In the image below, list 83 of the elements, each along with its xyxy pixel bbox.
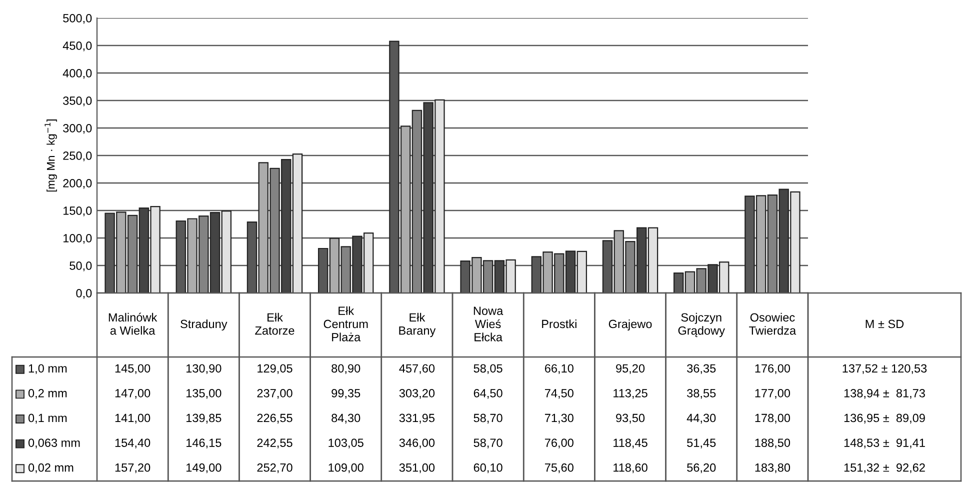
x-tick-label: Sojczyn Grądowy <box>678 312 725 338</box>
data-label: 145,00 <box>115 364 150 374</box>
y-axis-title: [mg Mn · kg$^{−1}$] <box>44 120 57 192</box>
data-label: 103,05 <box>328 438 364 448</box>
x-tick-label: Prostki <box>542 319 576 328</box>
data-label: 176,00 <box>755 364 790 374</box>
x-tick-label: Grajewo <box>608 319 652 330</box>
legend-label: 0,02 mm <box>28 463 74 474</box>
x-tick-label: Ełk Zatorze <box>255 312 294 335</box>
legend-label: 1,0 mm <box>28 364 67 374</box>
y-tick-label: 300,0 <box>63 124 92 134</box>
data-label: 95,20 <box>616 364 645 374</box>
data-label: 93,50 <box>616 414 645 424</box>
data-label: 226,55 <box>257 414 292 424</box>
text: 136,95 ± 89,09 <box>844 414 925 424</box>
data-label: 56,20 <box>687 463 716 474</box>
x-tick-label: M ± SD <box>866 320 904 328</box>
data-label: 183,80 <box>755 463 790 474</box>
y-tick-label: 200,0 <box>63 179 92 189</box>
data-label: 303,20 <box>399 389 435 399</box>
x-tick-label: Ełk Barany <box>399 312 436 338</box>
data-label: 109,00 <box>328 463 364 474</box>
legend-label: 0,2 mm <box>28 389 67 399</box>
x-tick-label: Nowa Wieś Ełcka <box>474 306 504 342</box>
data-label: 58,70 <box>474 438 502 448</box>
data-label: 129,05 <box>258 364 292 374</box>
data-label: 75,60 <box>544 463 574 474</box>
data-label: 331,95 <box>399 414 435 424</box>
data-label: 118,45 <box>614 438 648 448</box>
text: 148,53 ± 91,41 <box>844 438 925 448</box>
data-label: 36,35 <box>687 364 716 374</box>
data-label: 58,05 <box>474 364 502 374</box>
data-label: 178,00 <box>755 414 790 424</box>
data-label: 38,55 <box>687 389 716 399</box>
data-label: 139,85 <box>186 414 222 424</box>
data-label: 346,00 <box>399 438 435 448</box>
text: 138,94 ± 81,73 <box>844 389 925 399</box>
data-label: 252,70 <box>257 463 292 474</box>
data-label: 64,50 <box>474 389 502 399</box>
data-label: 146,15 <box>186 438 222 448</box>
data-label: 71,30 <box>544 414 574 424</box>
data-label: 80,90 <box>332 364 360 374</box>
y-tick-label: 350,0 <box>63 96 92 106</box>
x-tick-label: Osowiec Twierdza <box>749 312 796 335</box>
y-tick-label: 400,0 <box>62 69 92 79</box>
data-label: 242,55 <box>257 438 292 448</box>
data-label: 44,30 <box>686 414 716 424</box>
data-label: 351,00 <box>399 463 435 474</box>
data-label: 74,50 <box>544 389 574 399</box>
data-label: 51,45 <box>687 438 716 448</box>
data-label: 118,60 <box>614 463 648 474</box>
y-tick-label: 250,0 <box>63 152 92 162</box>
data-label: 66,10 <box>544 364 574 374</box>
data-label: 457,60 <box>399 364 435 374</box>
data-label: 141,00 <box>115 414 150 424</box>
data-label: 60,10 <box>474 463 502 474</box>
y-tick-label: 100,0 <box>64 234 92 244</box>
data-label: 177,00 <box>755 389 790 399</box>
data-label: 154,40 <box>115 438 150 448</box>
data-label: 149,00 <box>186 463 222 474</box>
legend-label: 0,063 mm <box>28 438 80 448</box>
data-label: 130,90 <box>186 364 222 374</box>
data-label: 58,70 <box>474 414 502 424</box>
y-tick-label: 0,0 <box>76 289 92 299</box>
data-label: 113,25 <box>614 389 648 399</box>
data-label: 188,50 <box>755 438 790 448</box>
x-tick-label: Ełk Centrum Plaża <box>324 306 368 342</box>
text: 151,32 ± 92,62 <box>844 463 925 474</box>
text: 137,52 ± 120,53 <box>842 364 927 374</box>
y-tick-label: 50,0 <box>70 262 92 272</box>
data-label: 135,00 <box>186 389 222 399</box>
y-tick-label: 150,0 <box>64 206 92 216</box>
data-label: 84,30 <box>332 414 360 424</box>
legend-label: 0,1 mm <box>28 414 67 424</box>
data-label: 157,20 <box>115 463 150 474</box>
data-label: 147,00 <box>115 389 150 399</box>
y-tick-label: 450,0 <box>62 42 92 52</box>
data-label: 237,00 <box>257 389 292 399</box>
y-tick-label: 500,0 <box>63 14 92 24</box>
data-label: 99,35 <box>332 389 360 399</box>
x-tick-label: Straduny <box>180 319 228 330</box>
data-label: 76,00 <box>544 438 574 448</box>
x-tick-label: Malinówk a Wielka <box>108 312 158 335</box>
